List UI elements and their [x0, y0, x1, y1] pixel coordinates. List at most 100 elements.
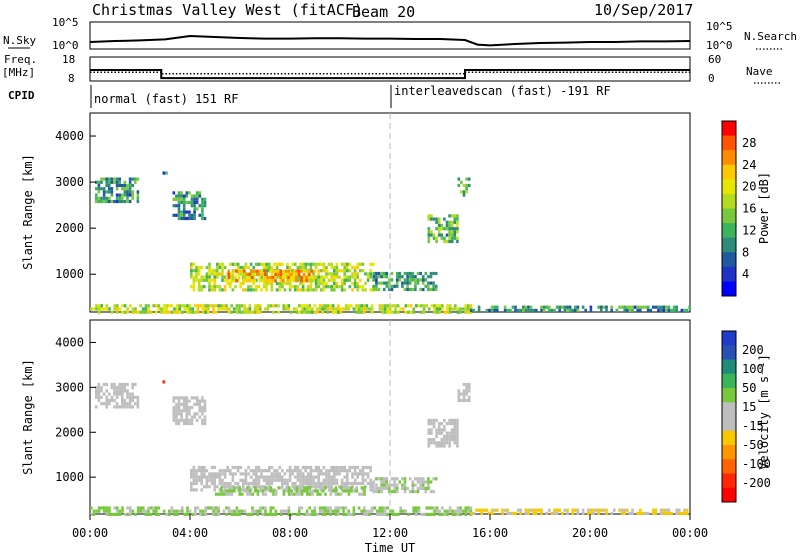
power-cell: [331, 307, 335, 311]
velocity-cell: [301, 465, 305, 470]
velocity-cell: [210, 481, 214, 486]
power-cell: [317, 275, 320, 279]
power-cell: [123, 193, 127, 197]
velocity-cell: [340, 465, 344, 470]
power-cell: [201, 210, 204, 214]
power-cell: [308, 310, 311, 314]
velocity-cell: [654, 511, 658, 515]
velocity-cell: [321, 486, 325, 490]
velocity-cell: [192, 481, 196, 486]
velocity-cell: [503, 508, 507, 512]
power-cell: [208, 288, 211, 292]
power-cell: [239, 285, 242, 289]
velocity-cell: [432, 418, 436, 422]
power-cell: [221, 265, 224, 270]
velocity-cell: [225, 506, 228, 510]
power-cell: [339, 307, 343, 311]
velocity-cell: [388, 490, 391, 494]
velocity-cell: [298, 492, 301, 496]
velocity-cell: [115, 402, 119, 406]
power-cell: [511, 305, 515, 309]
velocity-cell: [383, 512, 387, 516]
velocity-cell: [300, 489, 304, 493]
velocity-cell: [475, 508, 478, 512]
velocity-cell: [275, 475, 279, 479]
velocity-cell: [115, 405, 119, 409]
velocity-cell: [131, 395, 134, 399]
power-cell: [325, 265, 328, 270]
velocity-cell: [317, 475, 320, 479]
velocity-cell: [259, 506, 262, 510]
power-cell: [194, 304, 197, 308]
power-cell: [256, 269, 259, 273]
power-cell: [177, 207, 181, 211]
power-cell: [123, 180, 127, 184]
velocity-cell: [380, 483, 383, 487]
velocity-cell: [659, 508, 663, 512]
power-cell: [304, 262, 307, 266]
power-cell: [257, 285, 261, 289]
xtick-label: 16:00: [472, 526, 508, 540]
power-cell: [243, 272, 246, 276]
power-cell: [235, 269, 238, 273]
velocity-cell: [305, 512, 309, 516]
power-cell: [412, 310, 415, 314]
velocity-cell: [203, 472, 206, 476]
velocity-cell: [255, 478, 258, 482]
power-cell: [430, 230, 433, 234]
power-cell: [383, 310, 387, 314]
power-cell: [545, 305, 548, 309]
power-cell: [201, 307, 205, 311]
velocity-cell: [381, 509, 384, 513]
velocity-cell: [440, 438, 444, 442]
velocity-cell: [545, 511, 548, 515]
velocity-cell: [457, 392, 461, 396]
power-cell: [403, 271, 407, 276]
velocity-cell: [203, 405, 207, 410]
power-cell: [105, 177, 108, 181]
velocity-cell: [514, 511, 517, 515]
colorbar-tick: 8: [742, 245, 749, 259]
ytick-label: 3000: [55, 380, 84, 394]
power-cell: [118, 183, 121, 188]
power-cell: [115, 199, 119, 204]
power-cell: [185, 210, 189, 214]
velocity-cell: [195, 478, 198, 482]
velocity-cell: [242, 472, 245, 476]
velocity-cell: [200, 488, 203, 492]
velocity-cell: [433, 509, 436, 513]
power-cell: [427, 227, 431, 231]
velocity-cell: [438, 509, 441, 513]
date-title: 10/Sep/2017: [594, 1, 693, 19]
velocity-cell: [254, 486, 257, 490]
velocity-cell: [231, 465, 235, 470]
velocity-cell: [314, 469, 318, 473]
velocity-cell: [378, 512, 382, 516]
power-cell: [377, 271, 381, 276]
power-cell: [210, 278, 214, 282]
velocity-cell: [192, 465, 196, 470]
power-cell: [162, 307, 166, 311]
power-cell: [302, 272, 306, 276]
velocity-cell: [454, 512, 457, 516]
power-cell: [172, 213, 176, 217]
velocity-cell: [683, 508, 686, 512]
colorbar-frame: [721, 120, 737, 297]
velocity-cell: [342, 509, 345, 513]
velocity-cell: [188, 409, 191, 413]
power-cell: [257, 272, 261, 276]
velocity-cell: [581, 511, 585, 515]
power-cell: [600, 305, 603, 309]
power-cell: [450, 220, 454, 224]
velocity-cell: [352, 509, 356, 513]
power-cell: [380, 281, 383, 285]
power-cell: [188, 213, 191, 217]
power-cell: [271, 279, 275, 283]
power-cell: [368, 307, 371, 311]
power-cell: [244, 265, 248, 270]
velocity-cell: [190, 396, 194, 400]
power-cell: [320, 275, 323, 279]
power-cell: [279, 272, 283, 276]
power-cell: [325, 275, 328, 279]
